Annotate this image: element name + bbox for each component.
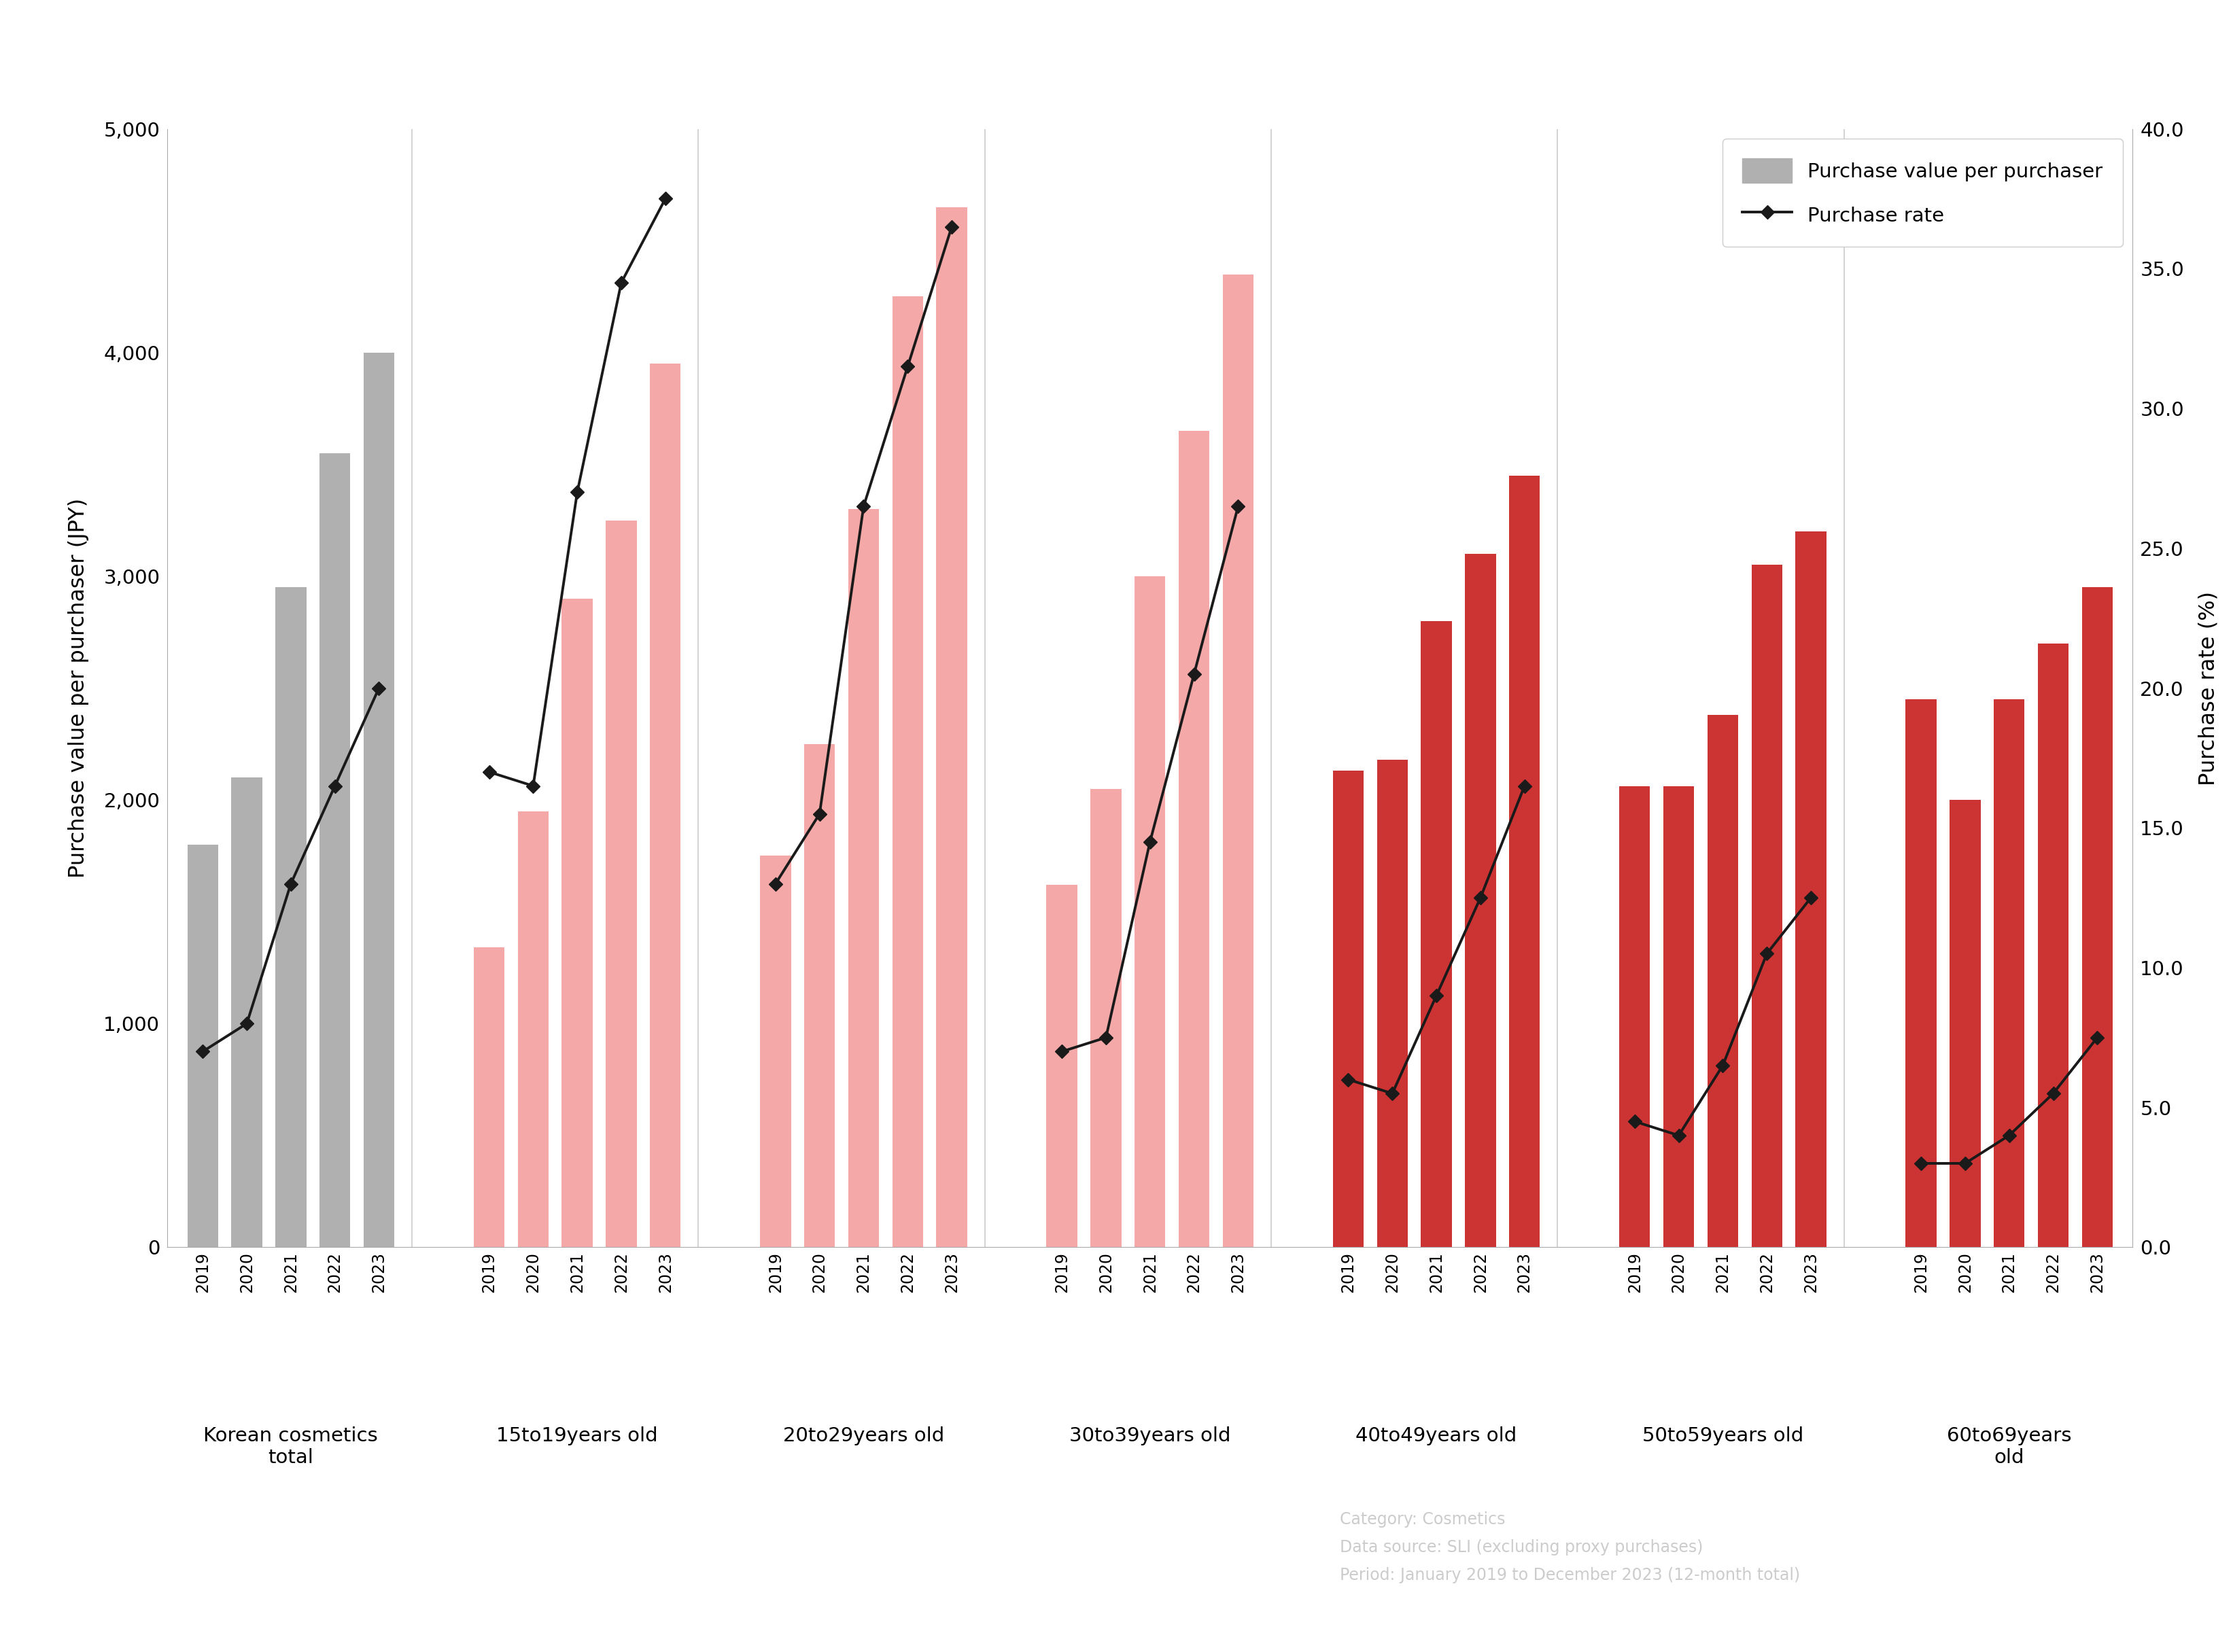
Bar (1795, 532, 1827, 1247)
Text: Purchase Rate and Purchase Value per Purchaser by Age Group for Korean Cosmetics: Purchase Rate and Purchase Value per Pur… (433, 33, 1800, 63)
Bar (1179, 431, 1210, 1247)
Bar (1134, 577, 1166, 1247)
Bar (275, 588, 306, 1247)
Bar (936, 206, 967, 1247)
Bar (518, 811, 549, 1247)
Y-axis label: Purchase rate (%): Purchase rate (%) (2197, 591, 2220, 785)
Bar (893, 297, 922, 1247)
Bar (849, 509, 880, 1247)
Bar (1378, 760, 1407, 1247)
Bar (364, 352, 395, 1247)
Bar (1420, 621, 1451, 1247)
Bar (1619, 786, 1650, 1247)
Bar (1994, 699, 2025, 1247)
Bar (1224, 274, 1253, 1247)
Bar (1751, 565, 1782, 1247)
Bar (232, 778, 261, 1247)
Bar (1047, 885, 1076, 1247)
Bar (804, 743, 835, 1247)
Text: 50to59years old: 50to59years old (1641, 1426, 1804, 1446)
Bar (1333, 771, 1364, 1247)
Bar (1090, 788, 1121, 1247)
Bar (473, 948, 505, 1247)
Bar (1465, 553, 1496, 1247)
Text: 20to29years old: 20to29years old (784, 1426, 945, 1446)
Bar (1708, 715, 1737, 1247)
Text: 30to39years old: 30to39years old (1070, 1426, 1230, 1446)
Bar (605, 520, 636, 1247)
Bar (1510, 476, 1541, 1247)
Text: 40to49years old: 40to49years old (1355, 1426, 1516, 1446)
Text: 15to19years old: 15to19years old (496, 1426, 659, 1446)
Bar (188, 844, 219, 1247)
Bar (1664, 786, 1695, 1247)
Bar (1905, 699, 1936, 1247)
Bar (2081, 588, 2112, 1247)
Y-axis label: Purchase value per purchaser (JPY): Purchase value per purchaser (JPY) (69, 499, 89, 877)
Bar (650, 363, 681, 1247)
Text: Korean cosmetics
total: Korean cosmetics total (203, 1426, 377, 1467)
Legend: Purchase value per purchaser, Purchase rate: Purchase value per purchaser, Purchase r… (1722, 139, 2124, 246)
Bar (563, 598, 592, 1247)
Bar (1949, 800, 1981, 1247)
Text: Category: Cosmetics
Data source: SLI (excluding proxy purchases)
Period: January: Category: Cosmetics Data source: SLI (ex… (1340, 1512, 1800, 1584)
Bar (2039, 643, 2068, 1247)
Bar (759, 856, 790, 1247)
Text: 60to69years
old: 60to69years old (1947, 1426, 2072, 1467)
Bar (319, 453, 351, 1247)
